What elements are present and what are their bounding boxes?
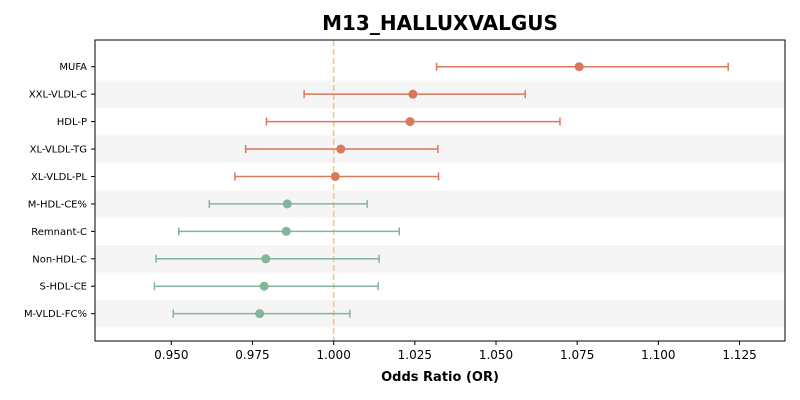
y-tick-label: XXL-VLDL-C (29, 90, 87, 101)
y-tick-label: Remnant-C (31, 227, 87, 238)
forest-row (303, 89, 526, 99)
forest-row (153, 281, 379, 291)
x-tick-label: 1.025 (398, 348, 432, 362)
or-point (282, 199, 292, 209)
data-rows (153, 62, 729, 319)
y-tick-label: M-HDL-CE% (28, 199, 87, 210)
plot-frame (94, 39, 786, 342)
forest-row (172, 309, 351, 319)
forest-row (244, 144, 439, 154)
forest-row (178, 226, 400, 236)
or-point (259, 281, 269, 291)
or-point (255, 309, 265, 319)
chart-title: M13_HALLUXVALGUS (322, 11, 558, 35)
forest-row (208, 199, 368, 209)
or-point (261, 254, 271, 264)
y-tick-label: HDL-P (57, 117, 87, 128)
y-tick-label: S-HDL-CE (40, 282, 87, 293)
x-tick-label: 1.000 (316, 348, 350, 362)
or-point (330, 171, 340, 181)
x-tick-label: 1.075 (560, 348, 594, 362)
forest-row (435, 62, 729, 72)
or-point (336, 144, 346, 154)
y-tick-label: XL-VLDL-TG (30, 145, 87, 156)
y-tick-label: Non-HDL-C (32, 254, 87, 265)
row-band (95, 135, 785, 163)
or-point (405, 117, 415, 127)
y-tick-label: XL-VLDL-PL (31, 172, 87, 183)
y-tick-label: MUFA (59, 62, 87, 73)
y-tick-label: M-VLDL-FC% (24, 309, 87, 320)
x-tick-label: 0.975 (235, 348, 269, 362)
y-axis: MUFA XXL-VLDL-C HDL-P XL-VLDL-TG XL-VLDL-PL M… (24, 62, 95, 320)
x-tick-label: 1.100 (641, 348, 675, 362)
x-tick-label: 1.050 (479, 348, 513, 362)
x-axis-label: Odds Ratio (OR) (381, 370, 499, 385)
forest-row (265, 117, 561, 127)
forest-row (155, 254, 380, 264)
x-axis: 0.950 0.975 1.000 1.025 1.050 1.075 1.100 1.125 (154, 341, 757, 362)
or-point (281, 226, 291, 236)
or-point (408, 89, 418, 99)
x-tick-label: 1.125 (722, 348, 756, 362)
or-point (574, 62, 584, 72)
x-tick-label: 0.950 (154, 348, 188, 362)
row-band (95, 190, 785, 218)
row-bands (95, 80, 785, 328)
forest-row (234, 171, 440, 181)
